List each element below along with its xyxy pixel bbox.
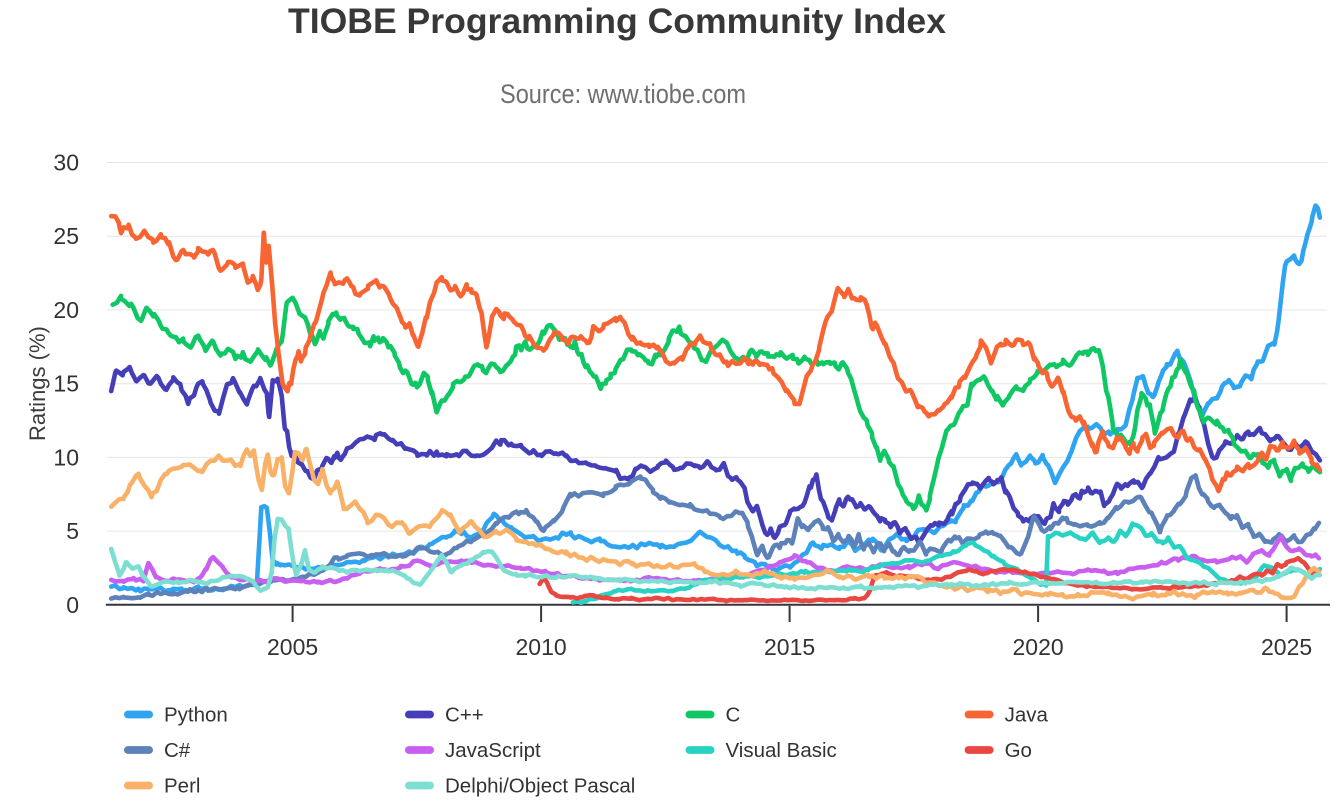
svg-text:10: 10 (53, 444, 79, 470)
svg-text:2020: 2020 (1013, 634, 1064, 660)
svg-text:Delphi/Object Pascal: Delphi/Object Pascal (445, 775, 635, 798)
svg-text:2015: 2015 (764, 634, 815, 660)
svg-text:15: 15 (53, 371, 79, 397)
svg-text:Visual Basic: Visual Basic (726, 739, 837, 762)
svg-text:Python: Python (164, 704, 228, 727)
svg-text:Source: www.tiobe.com: Source: www.tiobe.com (500, 79, 746, 109)
svg-text:2005: 2005 (267, 634, 318, 660)
svg-text:30: 30 (53, 150, 79, 176)
svg-text:C: C (726, 704, 741, 727)
svg-text:5: 5 (66, 518, 79, 544)
svg-text:20: 20 (53, 297, 79, 323)
svg-text:25: 25 (53, 223, 79, 249)
svg-text:Go: Go (1005, 739, 1032, 762)
svg-text:JavaScript: JavaScript (445, 739, 541, 762)
svg-text:C#: C# (164, 739, 191, 762)
svg-text:Java: Java (1005, 704, 1049, 727)
svg-text:C++: C++ (445, 704, 484, 727)
svg-text:TIOBE Programming Community In: TIOBE Programming Community Index (288, 1, 946, 41)
svg-text:Ratings (%): Ratings (%) (25, 326, 50, 441)
svg-text:0: 0 (66, 592, 79, 618)
svg-text:Perl: Perl (164, 775, 200, 798)
svg-text:2025: 2025 (1261, 634, 1312, 660)
svg-text:2010: 2010 (516, 634, 567, 660)
